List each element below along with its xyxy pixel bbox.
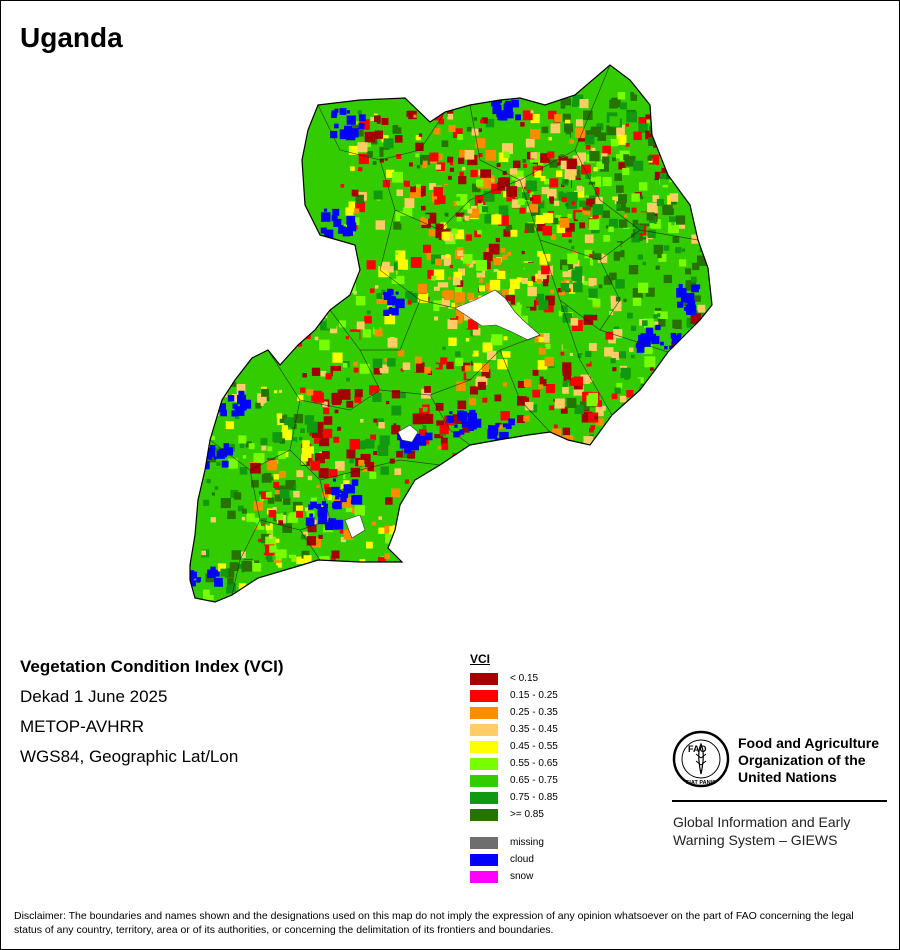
legend-label: 0.35 - 0.45 [510, 724, 558, 735]
fao-logo-motto: FIAT PANIS [686, 780, 716, 786]
legend-item: 0.35 - 0.45 [470, 723, 558, 736]
map-title: Uganda [20, 22, 123, 53]
legend-swatch [470, 757, 498, 770]
organization-name: Food and Agriculture Organization of the… [738, 735, 880, 785]
legend-label: < 0.15 [510, 673, 539, 684]
legend-swatch [470, 672, 498, 685]
legend-swatch [470, 706, 498, 719]
legend-label: 0.25 - 0.35 [510, 707, 558, 718]
fao-logo-letters: FAO [688, 744, 707, 754]
legend-item: 0.15 - 0.25 [470, 689, 558, 702]
legend-item-snow: snow [470, 870, 533, 883]
legend-swatch [470, 808, 498, 821]
legend-item: >= 0.85 [470, 808, 544, 821]
sensor-label: METOP-AVHRR [20, 717, 145, 736]
legend-item-missing: missing [470, 836, 544, 849]
legend-label: cloud [510, 854, 534, 865]
country-outline [189, 64, 713, 603]
legend-label: 0.15 - 0.25 [510, 690, 558, 701]
legend-item-cloud: cloud [470, 853, 534, 866]
legend-swatch [470, 740, 498, 753]
legend-swatch [470, 689, 498, 702]
period-label: Dekad 1 June 2025 [20, 687, 168, 706]
legend-swatch [470, 853, 498, 866]
organization-divider [672, 800, 887, 802]
legend-item: 0.65 - 0.75 [470, 774, 558, 787]
legend-item: 0.75 - 0.85 [470, 791, 558, 804]
giews-label: Global Information and Early Warning Sys… [673, 814, 851, 848]
legend-swatch [470, 774, 498, 787]
disclaimer-text: Disclaimer: The boundaries and names sho… [14, 910, 854, 936]
legend-item: 0.25 - 0.35 [470, 706, 558, 719]
legend-label: missing [510, 837, 544, 848]
legend-label: 0.45 - 0.55 [510, 741, 558, 752]
legend-swatch [470, 723, 498, 736]
projection-label: WGS84, Geographic Lat/Lon [20, 747, 239, 766]
legend-label: snow [510, 871, 534, 882]
district-boundaries [209, 64, 699, 596]
legend-swatch [470, 791, 498, 804]
fao-logo-icon: FAO FIAT PANIS [672, 730, 730, 788]
legend-title: VCI [470, 652, 491, 666]
vci-map [189, 64, 713, 603]
index-name: Vegetation Condition Index (VCI) [20, 657, 284, 676]
legend-label: 0.65 - 0.75 [510, 775, 558, 786]
legend-item: < 0.15 [470, 672, 538, 685]
legend-label: >= 0.85 [510, 809, 544, 820]
legend-label: 0.55 - 0.65 [510, 758, 558, 769]
legend-item: 0.45 - 0.55 [470, 740, 558, 753]
legend-label: 0.75 - 0.85 [510, 792, 558, 803]
lake-george [397, 424, 419, 443]
lake-mburo [344, 514, 366, 539]
legend-swatch [470, 836, 498, 849]
legend-swatch [470, 870, 498, 883]
legend-item: 0.55 - 0.65 [470, 757, 558, 770]
